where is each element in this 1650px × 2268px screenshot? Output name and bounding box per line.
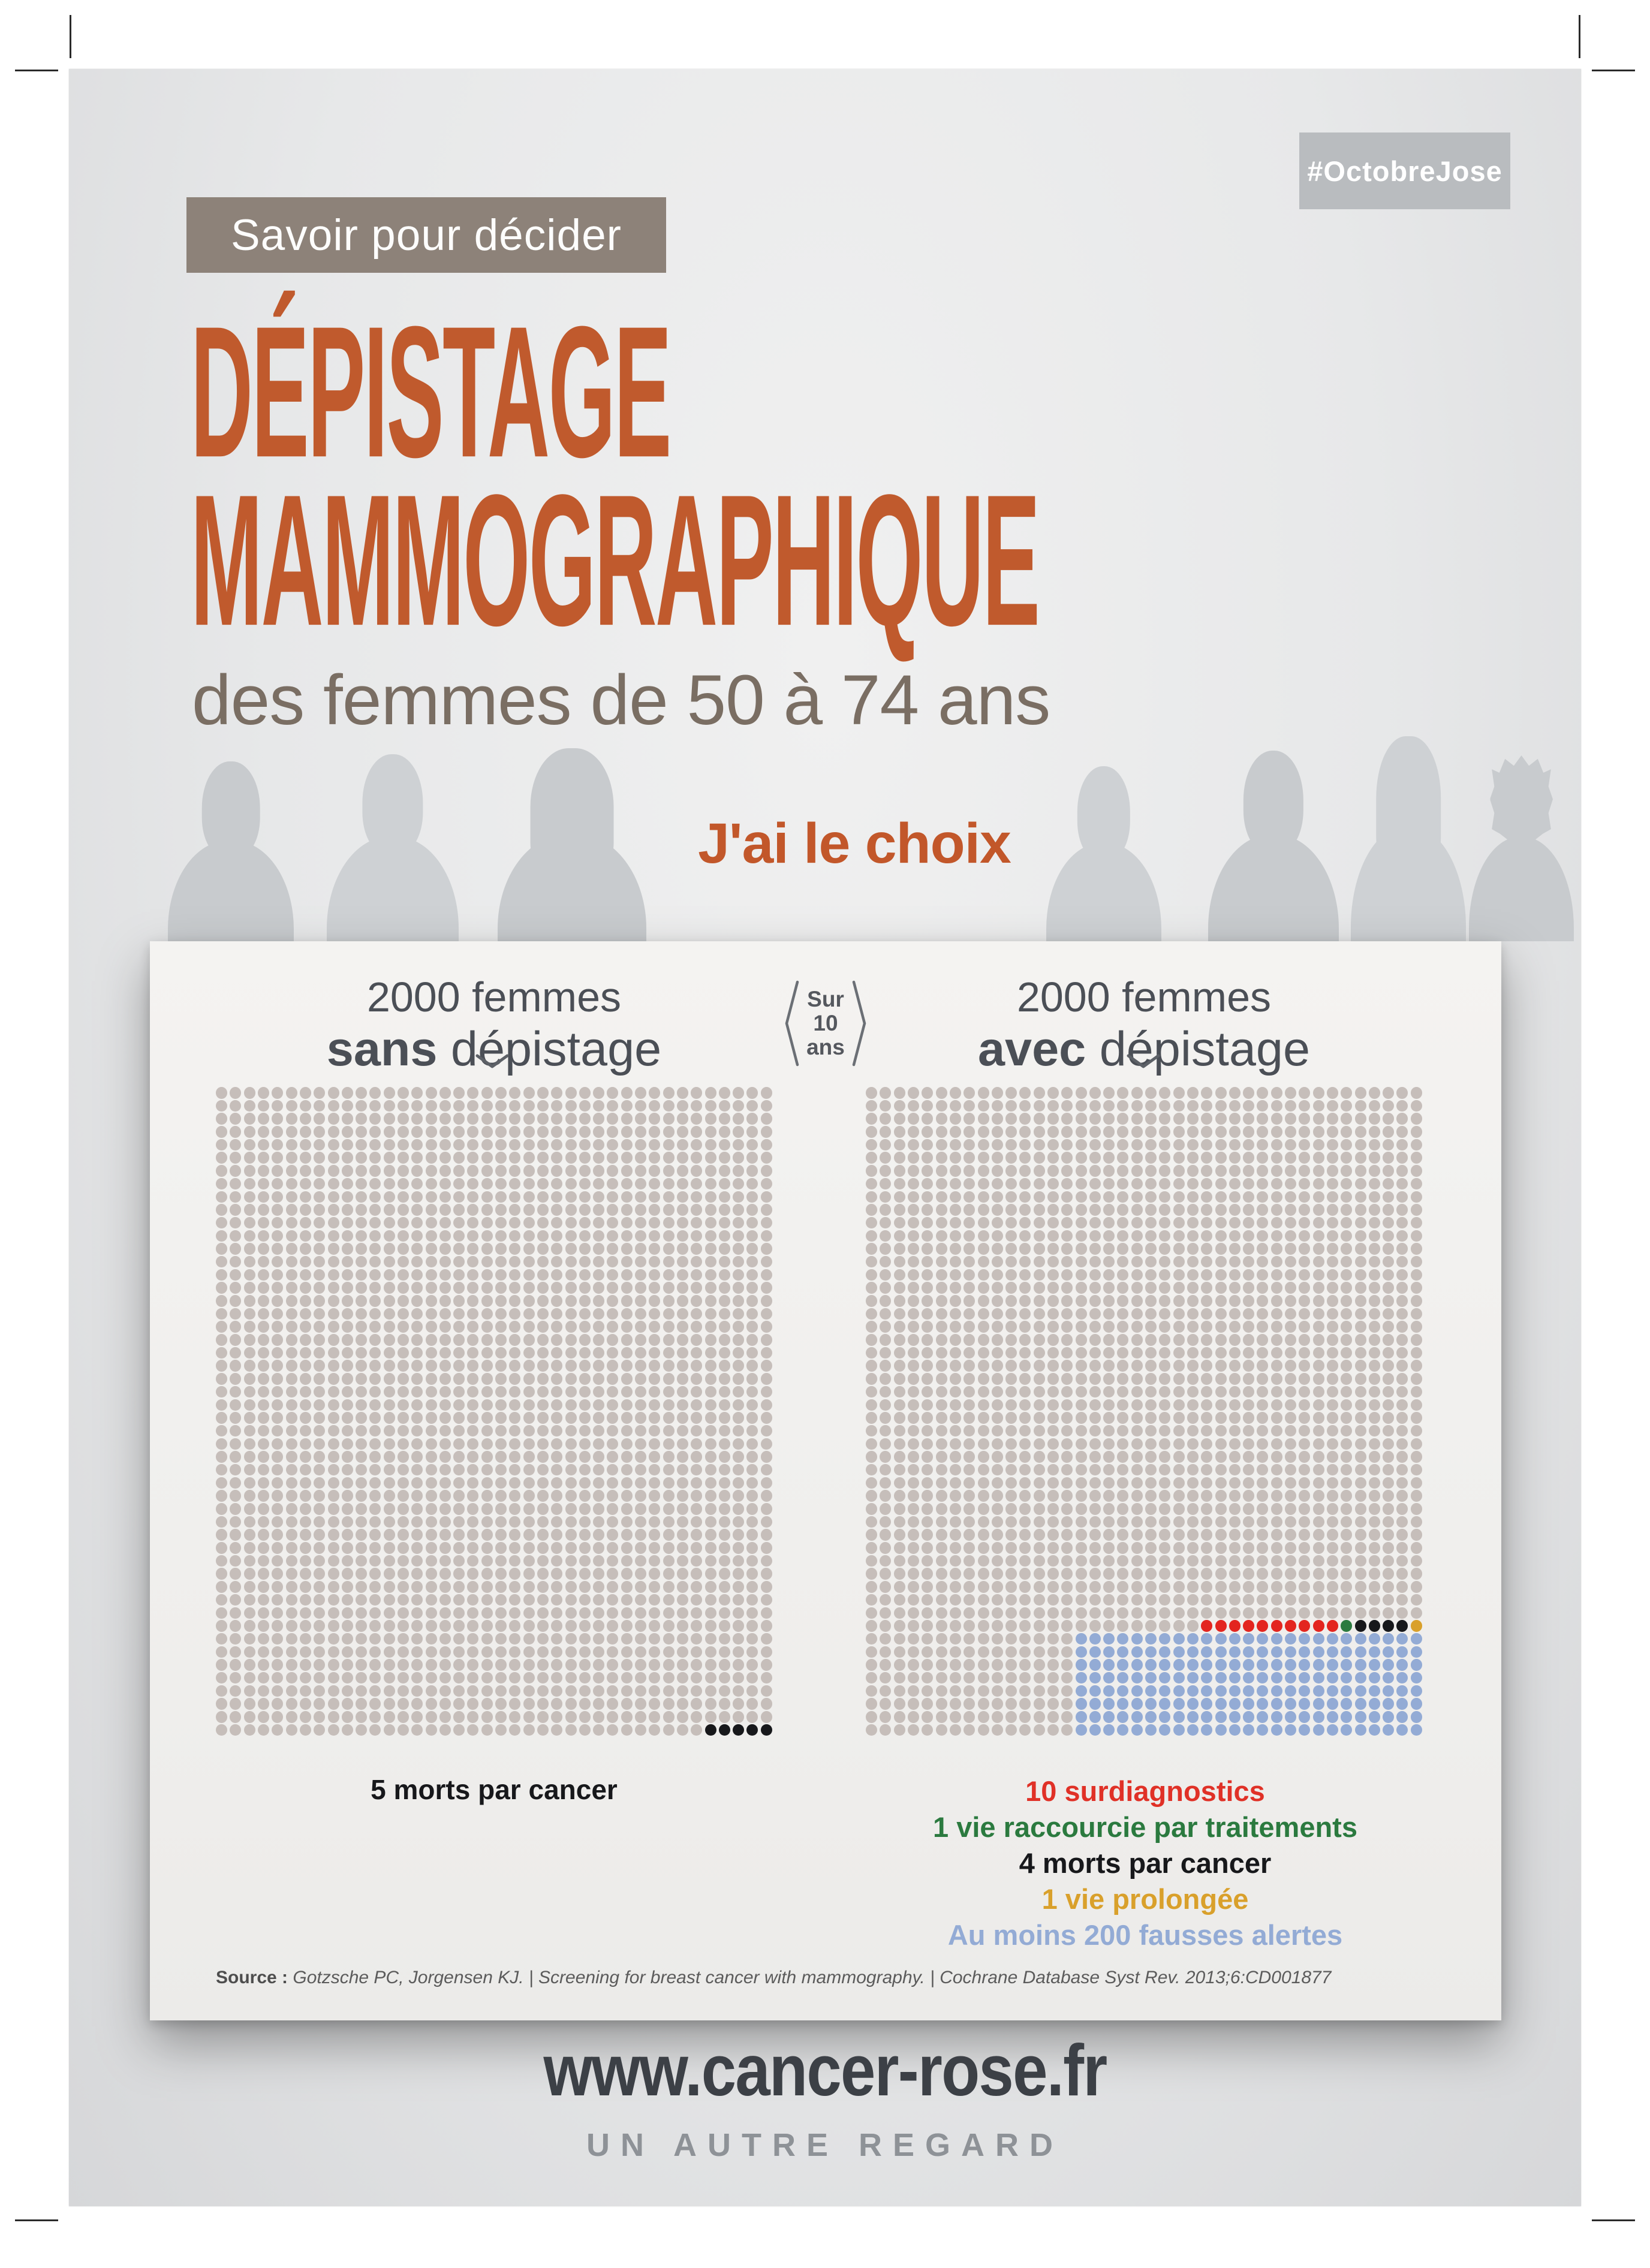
crop-mark [1592, 2219, 1635, 2221]
header-with-screening: 2000 femmes avec dépistage [865, 972, 1423, 1077]
choice-heading: J'ai le choix [698, 812, 1011, 875]
angle-bracket-left-icon [785, 980, 799, 1067]
poster-title: DÉPISTAGE MAMMOGRAPHIQUE [191, 287, 1040, 665]
header-count: 2000 femmes [366, 974, 622, 1020]
woman-silhouette [1046, 766, 1161, 941]
source-label: Source : [216, 1968, 288, 1987]
caption-deaths: 4 morts par cancer [1019, 1847, 1272, 1879]
silhouette-shoulders [498, 833, 646, 941]
crop-mark [1579, 15, 1580, 58]
captions-with-screening: 10 surdiagnostics 1 vie raccourcie par t… [833, 1773, 1457, 1953]
woman-silhouette [498, 748, 646, 941]
poster: #OctobreJose Savoir pour décider DÉPISTA… [69, 69, 1581, 2206]
crop-mark [1592, 70, 1635, 71]
source-line: Source : Gotzsche PC, Jorgensen KJ. | Sc… [216, 1968, 1331, 1988]
title-line-1: DÉPISTAGE [191, 287, 672, 496]
silhouette-shoulders [1351, 826, 1466, 941]
title-line-2: MAMMOGRAPHIQUE [191, 456, 1040, 665]
poster-subtitle: des femmes de 50 à 74 ans [192, 661, 1050, 740]
tagline: UN AUTRE REGARD [586, 2127, 1064, 2163]
caption-life-shortened: 1 vie raccourcie par traitements [933, 1811, 1357, 1843]
angle-bracket-right-icon [852, 980, 866, 1067]
hashtag-badge: #OctobreJose [1299, 132, 1510, 209]
woman-silhouette [1469, 755, 1574, 941]
silhouette-shoulders [327, 836, 459, 941]
caption-life-prolonged: 1 vie prolongée [1041, 1883, 1249, 1915]
crop-mark [15, 2219, 58, 2221]
woman-silhouette [168, 761, 294, 941]
chevron-down-icon [1127, 1054, 1160, 1068]
website-url: www.cancer-rose.fr [543, 2029, 1108, 2111]
hashtag-text: #OctobreJose [1307, 155, 1503, 187]
kicker-badge: Savoir pour décider [186, 197, 666, 273]
crop-mark [15, 70, 58, 71]
woman-silhouette [1208, 751, 1339, 941]
silhouette-shoulders [168, 841, 294, 941]
caption-overdiagnosis: 10 surdiagnostics [1025, 1775, 1265, 1807]
comparison-card: 2000 femmes sans dépistage Sur 10 ans 20… [150, 941, 1501, 2020]
waffle-grid-without-screening [215, 1086, 773, 1736]
source-text: Gotzsche PC, Jorgensen KJ. | Screening f… [293, 1968, 1332, 1987]
header-count: 2000 femmes [1016, 974, 1272, 1020]
kicker-text: Savoir pour décider [230, 210, 622, 260]
timeframe-text: Sur 10 ans [806, 987, 845, 1059]
crop-mark [70, 15, 71, 58]
header-qualifier: sans dépistage [326, 1022, 662, 1076]
silhouette-shoulders [1469, 837, 1574, 941]
caption-false-alerts: Au moins 200 fausses alertes [947, 1919, 1343, 1951]
header-without-screening: 2000 femmes sans dépistage [215, 972, 773, 1077]
header-qualifier: avec dépistage [978, 1022, 1310, 1076]
silhouette-shoulders [1208, 834, 1339, 941]
woman-silhouette [327, 754, 459, 941]
silhouette-shoulders [1046, 843, 1161, 941]
timeframe-group: Sur 10 ans [754, 978, 898, 1068]
caption-deaths-without-screening: 5 morts par cancer [371, 1774, 618, 1805]
woman-silhouette [1351, 736, 1466, 941]
chevron-down-icon [475, 1054, 509, 1068]
waffle-grid-with-screening [865, 1086, 1423, 1736]
